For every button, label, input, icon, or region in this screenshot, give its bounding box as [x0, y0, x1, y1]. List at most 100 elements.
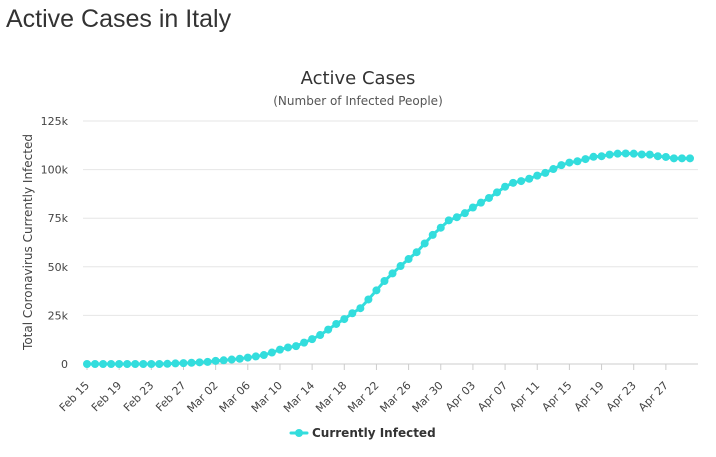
data-point[interactable]	[621, 149, 630, 158]
y-tick-label: 125k	[41, 115, 69, 128]
data-point[interactable]	[436, 223, 445, 232]
data-point[interactable]	[332, 319, 341, 328]
data-point[interactable]	[275, 345, 284, 354]
x-tick-label: Mar 14	[281, 379, 317, 415]
data-point[interactable]	[139, 359, 148, 368]
y-axis-ticks: 0 25k 50k 75k 100k 125k	[41, 115, 69, 371]
data-point[interactable]	[219, 356, 228, 365]
x-tick-label: Mar 10	[249, 379, 285, 415]
data-point[interactable]	[131, 359, 140, 368]
data-point[interactable]	[316, 331, 325, 340]
data-point[interactable]	[428, 230, 437, 239]
x-tick-label: Apr 19	[572, 379, 607, 414]
data-point[interactable]	[404, 255, 413, 264]
data-point[interactable]	[243, 353, 252, 362]
data-point[interactable]	[267, 348, 276, 357]
data-point[interactable]	[372, 286, 381, 295]
data-point[interactable]	[509, 178, 518, 187]
data-point[interactable]	[356, 304, 365, 313]
data-point[interactable]	[420, 239, 429, 248]
data-point[interactable]	[613, 149, 622, 158]
data-point[interactable]	[541, 168, 550, 177]
data-point[interactable]	[123, 359, 132, 368]
data-point[interactable]	[581, 155, 590, 164]
data-point[interactable]	[324, 325, 333, 334]
data-point[interactable]	[171, 359, 180, 368]
data-point[interactable]	[380, 276, 389, 285]
y-tick-label: 0	[61, 358, 68, 371]
data-point[interactable]	[300, 338, 309, 347]
y-tick-label: 75k	[48, 212, 69, 225]
data-point[interactable]	[605, 150, 614, 159]
data-point[interactable]	[637, 150, 646, 159]
data-point[interactable]	[155, 359, 164, 368]
data-point[interactable]	[476, 198, 485, 207]
data-point[interactable]	[452, 213, 461, 222]
data-point[interactable]	[107, 359, 116, 368]
x-tick-label: Feb 19	[89, 379, 124, 414]
x-tick-label: Mar 30	[410, 379, 446, 415]
data-point[interactable]	[493, 188, 502, 197]
grid-lines	[83, 120, 698, 365]
data-point[interactable]	[589, 152, 598, 161]
data-point[interactable]	[645, 150, 654, 159]
x-tick-label: Apr 23	[604, 379, 639, 414]
data-point[interactable]	[412, 248, 421, 257]
data-point[interactable]	[396, 262, 405, 271]
x-tick-label: Apr 03	[443, 379, 478, 414]
x-tick-label: Mar 22	[345, 379, 381, 415]
data-point[interactable]	[187, 358, 196, 367]
x-tick-label: Apr 15	[539, 379, 574, 414]
data-point[interactable]	[235, 354, 244, 363]
data-point[interactable]	[686, 154, 694, 163]
data-point[interactable]	[460, 209, 469, 218]
x-tick-label: Mar 26	[377, 379, 413, 415]
data-point[interactable]	[677, 154, 686, 163]
y-tick-label: 25k	[48, 309, 69, 322]
data-point[interactable]	[629, 149, 638, 158]
data-point[interactable]	[388, 269, 397, 278]
x-tick-label: Mar 06	[217, 379, 253, 415]
data-point[interactable]	[669, 154, 678, 163]
data-point[interactable]	[364, 295, 373, 304]
data-point[interactable]	[284, 343, 292, 352]
data-point[interactable]	[211, 356, 220, 365]
data-point[interactable]	[597, 152, 606, 161]
data-point[interactable]	[292, 342, 301, 351]
data-point[interactable]	[444, 216, 453, 225]
data-point[interactable]	[501, 182, 510, 191]
data-point[interactable]	[115, 359, 124, 368]
y-tick-label: 50k	[48, 261, 69, 274]
data-point[interactable]	[227, 355, 236, 364]
data-point[interactable]	[308, 335, 317, 344]
data-point[interactable]	[661, 152, 670, 161]
data-point[interactable]	[468, 203, 477, 212]
data-point[interactable]	[195, 358, 204, 367]
data-point[interactable]	[573, 157, 582, 166]
data-point[interactable]	[549, 165, 558, 174]
data-point[interactable]	[99, 359, 108, 368]
data-point[interactable]	[259, 351, 268, 360]
data-point[interactable]	[517, 177, 526, 186]
data-point[interactable]	[525, 174, 534, 183]
data-point[interactable]	[557, 161, 566, 170]
legend[interactable]: Currently Infected	[289, 426, 436, 440]
data-point[interactable]	[83, 359, 91, 368]
x-tick-label: Apr 07	[475, 379, 510, 414]
data-point[interactable]	[485, 193, 493, 202]
data-point[interactable]	[91, 359, 100, 368]
data-point[interactable]	[348, 309, 357, 318]
data-point[interactable]	[179, 359, 188, 368]
data-point[interactable]	[147, 359, 156, 368]
data-point[interactable]	[203, 357, 212, 366]
data-point[interactable]	[565, 158, 574, 167]
data-point[interactable]	[533, 171, 542, 180]
y-axis-title: Total Coronavirus Currently Infected	[21, 134, 35, 351]
data-point[interactable]	[163, 359, 172, 368]
data-point[interactable]	[251, 352, 260, 361]
data-point[interactable]	[340, 315, 349, 324]
series-line	[85, 151, 692, 366]
page-title: Active Cases in Italy	[6, 5, 232, 33]
data-point[interactable]	[653, 152, 662, 161]
